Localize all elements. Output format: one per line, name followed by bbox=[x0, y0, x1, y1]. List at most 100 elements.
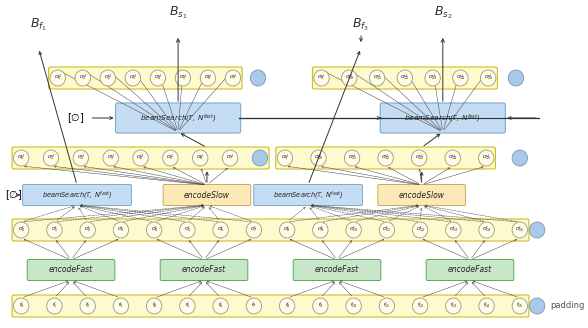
Text: $O_{15}^{sl}$: $O_{15}^{sl}$ bbox=[483, 73, 493, 83]
Text: $O_{1}^{f}$: $O_{1}^{f}$ bbox=[51, 225, 58, 235]
Circle shape bbox=[512, 222, 527, 238]
Text: $O_{14}^{sl}$: $O_{14}^{sl}$ bbox=[456, 73, 465, 83]
FancyBboxPatch shape bbox=[12, 147, 269, 169]
Text: $O_{2}^{f}$: $O_{2}^{f}$ bbox=[84, 225, 91, 235]
Circle shape bbox=[453, 70, 468, 86]
Text: $O_{0}^{sl}$: $O_{0}^{sl}$ bbox=[17, 153, 25, 163]
Circle shape bbox=[14, 298, 29, 314]
Text: $O_{9}^{sl}$: $O_{9}^{sl}$ bbox=[318, 73, 326, 83]
Text: $O_{9}^{sl}$: $O_{9}^{sl}$ bbox=[281, 153, 289, 163]
Circle shape bbox=[412, 150, 427, 166]
Circle shape bbox=[225, 70, 240, 86]
FancyBboxPatch shape bbox=[426, 259, 514, 280]
Circle shape bbox=[412, 298, 428, 314]
Circle shape bbox=[479, 298, 495, 314]
Circle shape bbox=[44, 150, 59, 166]
Circle shape bbox=[369, 70, 385, 86]
Text: $O_{6}^{sl}$: $O_{6}^{sl}$ bbox=[204, 73, 212, 83]
Circle shape bbox=[252, 150, 268, 166]
Circle shape bbox=[250, 70, 266, 86]
Text: padding: padding bbox=[550, 301, 585, 311]
Circle shape bbox=[163, 150, 178, 166]
Circle shape bbox=[446, 298, 461, 314]
Text: $O_{6}^{sl}$: $O_{6}^{sl}$ bbox=[196, 153, 204, 163]
Circle shape bbox=[113, 222, 129, 238]
Text: $B_{s_2}$: $B_{s_2}$ bbox=[433, 5, 452, 21]
Circle shape bbox=[46, 222, 62, 238]
Circle shape bbox=[180, 298, 195, 314]
Text: $I_{0}^{f}$: $I_{0}^{f}$ bbox=[19, 301, 24, 311]
Text: $B_{f_1}$: $B_{f_1}$ bbox=[30, 17, 47, 33]
Circle shape bbox=[246, 222, 262, 238]
Text: $I_{9}^{f}$: $I_{9}^{f}$ bbox=[318, 301, 323, 311]
Text: $O_{2}^{sl}$: $O_{2}^{sl}$ bbox=[103, 73, 112, 83]
Circle shape bbox=[192, 150, 208, 166]
Text: $O_{4}^{f}$: $O_{4}^{f}$ bbox=[151, 225, 158, 235]
Circle shape bbox=[311, 150, 326, 166]
Circle shape bbox=[213, 222, 228, 238]
Text: $O_{14}^{f}$: $O_{14}^{f}$ bbox=[482, 225, 491, 235]
Circle shape bbox=[222, 150, 238, 166]
Text: $I_{4}^{f}$: $I_{4}^{f}$ bbox=[152, 301, 156, 311]
Circle shape bbox=[146, 298, 162, 314]
Text: $O_{7}^{sl}$: $O_{7}^{sl}$ bbox=[229, 73, 237, 83]
FancyBboxPatch shape bbox=[163, 184, 250, 206]
Text: encodeFast: encodeFast bbox=[182, 265, 226, 275]
Text: $O_{5}^{sl}$: $O_{5}^{sl}$ bbox=[166, 153, 175, 163]
Circle shape bbox=[46, 298, 62, 314]
FancyBboxPatch shape bbox=[380, 103, 505, 133]
Circle shape bbox=[150, 70, 166, 86]
Circle shape bbox=[313, 222, 328, 238]
Circle shape bbox=[508, 70, 524, 86]
Circle shape bbox=[279, 298, 295, 314]
Text: $I_{3}^{f}$: $I_{3}^{f}$ bbox=[118, 301, 123, 311]
Circle shape bbox=[512, 298, 527, 314]
Circle shape bbox=[100, 70, 115, 86]
Text: encodeFast: encodeFast bbox=[315, 265, 359, 275]
Text: $B_{s_1}$: $B_{s_1}$ bbox=[169, 5, 188, 21]
Circle shape bbox=[346, 222, 361, 238]
Text: $O_{13}^{f}$: $O_{13}^{f}$ bbox=[449, 225, 458, 235]
Circle shape bbox=[14, 222, 29, 238]
FancyBboxPatch shape bbox=[22, 184, 131, 206]
Text: $O_{11}^{f}$: $O_{11}^{f}$ bbox=[382, 225, 392, 235]
FancyBboxPatch shape bbox=[293, 259, 381, 280]
Text: beamSearch($\Gamma$, $N^{fast}$): beamSearch($\Gamma$, $N^{fast}$) bbox=[273, 189, 343, 201]
Text: beamSearch($\Gamma$, $N^{fast}$): beamSearch($\Gamma$, $N^{fast}$) bbox=[405, 112, 481, 124]
FancyBboxPatch shape bbox=[12, 295, 529, 317]
Circle shape bbox=[175, 70, 191, 86]
Text: $O_{6}^{f}$: $O_{6}^{f}$ bbox=[217, 225, 224, 235]
Circle shape bbox=[446, 222, 461, 238]
Text: $I_{13}^{f}$: $I_{13}^{f}$ bbox=[450, 301, 457, 311]
Text: $O_{15}^{f}$: $O_{15}^{f}$ bbox=[515, 225, 524, 235]
Text: $O_{3}^{sl}$: $O_{3}^{sl}$ bbox=[129, 73, 137, 83]
Text: $O_{14}^{sl}$: $O_{14}^{sl}$ bbox=[448, 153, 457, 163]
Text: $O_{7}^{sl}$: $O_{7}^{sl}$ bbox=[226, 153, 234, 163]
Text: $O_{3}^{sl}$: $O_{3}^{sl}$ bbox=[106, 153, 115, 163]
Text: $I_{6}^{f}$: $I_{6}^{f}$ bbox=[218, 301, 223, 311]
Circle shape bbox=[14, 150, 29, 166]
Circle shape bbox=[342, 70, 357, 86]
Circle shape bbox=[80, 222, 95, 238]
FancyBboxPatch shape bbox=[253, 184, 362, 206]
Circle shape bbox=[529, 298, 545, 314]
FancyBboxPatch shape bbox=[12, 219, 529, 241]
Circle shape bbox=[479, 222, 495, 238]
Text: $I_{15}^{f}$: $I_{15}^{f}$ bbox=[516, 301, 523, 311]
Text: $O_{9}^{f}$: $O_{9}^{f}$ bbox=[317, 225, 324, 235]
Text: $[\emptyset]$: $[\emptyset]$ bbox=[5, 188, 22, 202]
Text: $O_{1}^{sl}$: $O_{1}^{sl}$ bbox=[47, 153, 55, 163]
Text: encodeSlow: encodeSlow bbox=[399, 191, 445, 199]
Text: $I_{12}^{f}$: $I_{12}^{f}$ bbox=[417, 301, 423, 311]
Text: $O_{12}^{f}$: $O_{12}^{f}$ bbox=[416, 225, 425, 235]
Text: beamSearch($\Gamma$, $N^{fast}$): beamSearch($\Gamma$, $N^{fast}$) bbox=[42, 189, 112, 201]
Text: $O_{7}^{f}$: $O_{7}^{f}$ bbox=[250, 225, 258, 235]
Text: $I_{2}^{f}$: $I_{2}^{f}$ bbox=[85, 301, 90, 311]
Text: $O_{12}^{sl}$: $O_{12}^{sl}$ bbox=[381, 153, 390, 163]
FancyBboxPatch shape bbox=[276, 147, 496, 169]
Circle shape bbox=[277, 150, 293, 166]
Text: $O_{2}^{sl}$: $O_{2}^{sl}$ bbox=[77, 153, 85, 163]
Text: $I_{14}^{f}$: $I_{14}^{f}$ bbox=[483, 301, 490, 311]
Circle shape bbox=[201, 70, 216, 86]
Text: $O_{4}^{sl}$: $O_{4}^{sl}$ bbox=[154, 73, 162, 83]
